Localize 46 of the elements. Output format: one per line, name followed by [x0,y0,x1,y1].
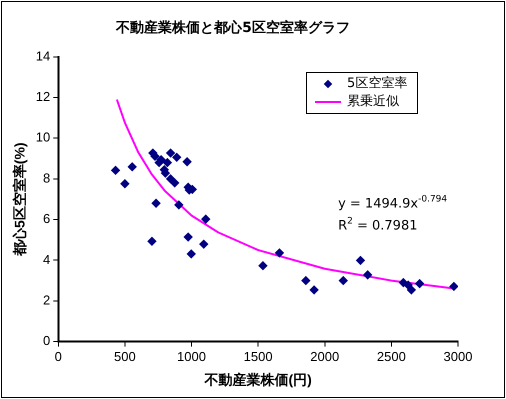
point [166,148,176,158]
point [120,179,130,188]
point [147,236,156,246]
y-tick-label: 0 [43,333,50,348]
x-tick-label: 500 [114,348,136,364]
x-tick-label: 3000 [444,348,472,364]
y-tick-label: 12 [36,89,50,104]
x-tick-label: 2500 [376,348,406,364]
y-tick-label: 10 [36,130,50,145]
x-tick-label: 1000 [177,348,206,364]
y-tick-label: 14 [36,48,50,64]
point [356,256,365,265]
point [415,279,424,288]
chart-title: 不動産業株価と都心5区空室率グラフ [115,19,350,36]
x-tick-label: 0 [54,348,62,364]
point [199,240,208,249]
y-tick-label: 6 [43,211,50,226]
x-axis-title: 不動産業株価(円) [203,371,312,388]
x-tick-label: 1500 [244,348,273,364]
point [363,270,372,280]
point [174,200,184,210]
point [162,158,172,168]
y-tick-label: 2 [43,292,50,308]
point [170,178,180,188]
point [184,232,193,242]
point [128,162,137,172]
point [182,157,192,166]
y-tick-label: 4 [43,252,50,267]
point [111,166,120,175]
point [172,152,182,162]
y-axis-title: 都心5区空室率(%) [11,142,28,257]
point [152,198,161,208]
legend-label: 5区空室率 [347,74,408,93]
point [338,276,348,286]
point [406,285,416,294]
point [301,276,310,286]
point [186,249,196,258]
point [310,285,319,294]
point [258,261,268,270]
point [449,282,458,291]
point [274,248,284,258]
y-tick-label: 8 [43,170,50,186]
x-tick-label: 2000 [310,348,340,364]
legend-label: 累乗近似 [347,92,399,111]
point [201,214,210,224]
point [404,280,413,290]
